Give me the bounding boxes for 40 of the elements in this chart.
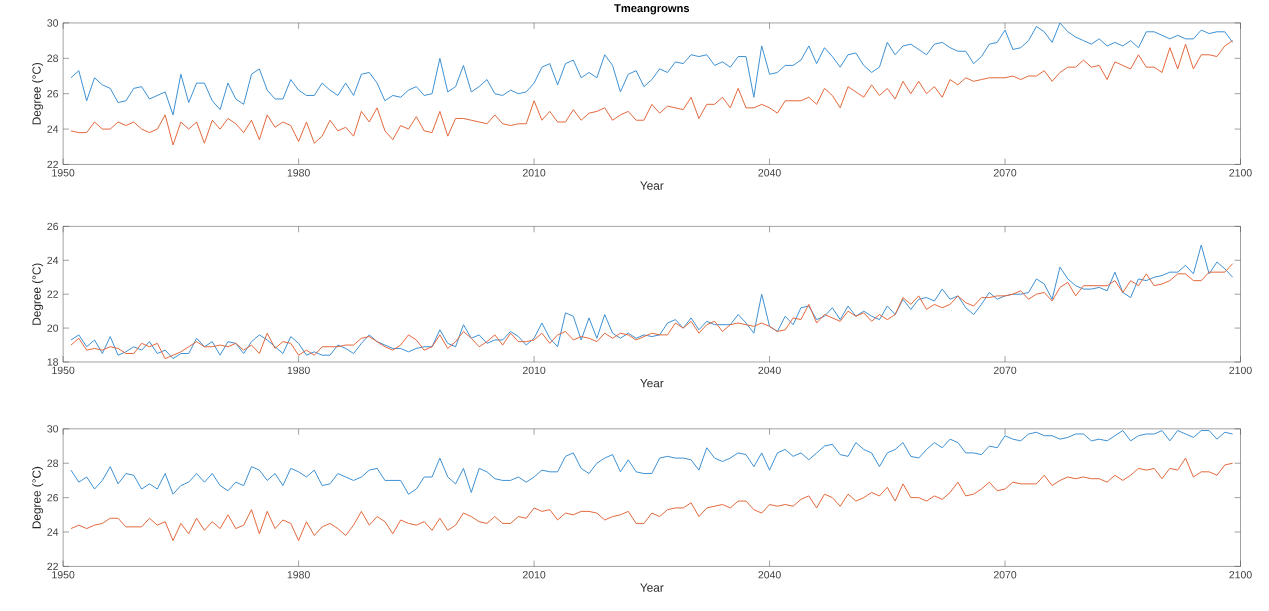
y-tick-label: 26 (47, 90, 59, 98)
y-tick-label: 22 (47, 562, 58, 571)
y-tick-label: 24 (47, 528, 59, 536)
x-axis-title: Year (640, 379, 664, 388)
x-tick-label: 1980 (287, 366, 310, 375)
y-tick-label: 26 (47, 494, 59, 502)
y-axis-title: Degree (°C) (32, 263, 44, 325)
x-tick-label: 2010 (522, 366, 546, 375)
x-tick-label: 2070 (993, 366, 1017, 375)
x-tick-label: 2010 (522, 169, 546, 177)
x-tick-label: 1980 (287, 571, 310, 579)
x-tick-label: 2070 (993, 571, 1017, 579)
y-tick-label: 28 (47, 459, 59, 468)
y-tick-label: 22 (47, 160, 58, 169)
x-tick-label: 2100 (1229, 169, 1252, 177)
y-tick-label: 24 (47, 125, 59, 133)
x-tick-label: 1950 (52, 571, 75, 579)
y-tick-label: 30 (47, 19, 59, 27)
x-tick-label: 2040 (758, 366, 781, 375)
x-tick-label: 1980 (287, 169, 310, 177)
y-axis-title: Degree (°C) (32, 467, 44, 529)
y-tick-label: 18 (47, 358, 59, 366)
x-tick-label: 2010 (522, 571, 546, 579)
x-tick-label: 1950 (52, 366, 75, 375)
y-tick-label: 26 (47, 222, 59, 231)
x-tick-label: 2070 (993, 169, 1017, 177)
y-tick-label: 24 (47, 256, 59, 265)
x-tick-label: 2040 (758, 571, 781, 579)
x-tick-label: 2040 (758, 169, 781, 177)
x-tick-label: 2100 (1229, 571, 1252, 579)
y-tick-label: 20 (47, 324, 59, 332)
x-axis-title: Year (640, 181, 664, 190)
x-axis-title: Year (640, 583, 664, 592)
y-tick-label: 22 (47, 290, 58, 299)
y-tick-label: 28 (47, 54, 59, 63)
chart-title: Tmeangrowns (614, 4, 690, 15)
x-tick-label: 2100 (1229, 366, 1252, 375)
y-axis-title: Degree (°C) (32, 63, 44, 125)
x-tick-label: 1950 (52, 169, 75, 177)
y-tick-label: 30 (47, 425, 59, 433)
